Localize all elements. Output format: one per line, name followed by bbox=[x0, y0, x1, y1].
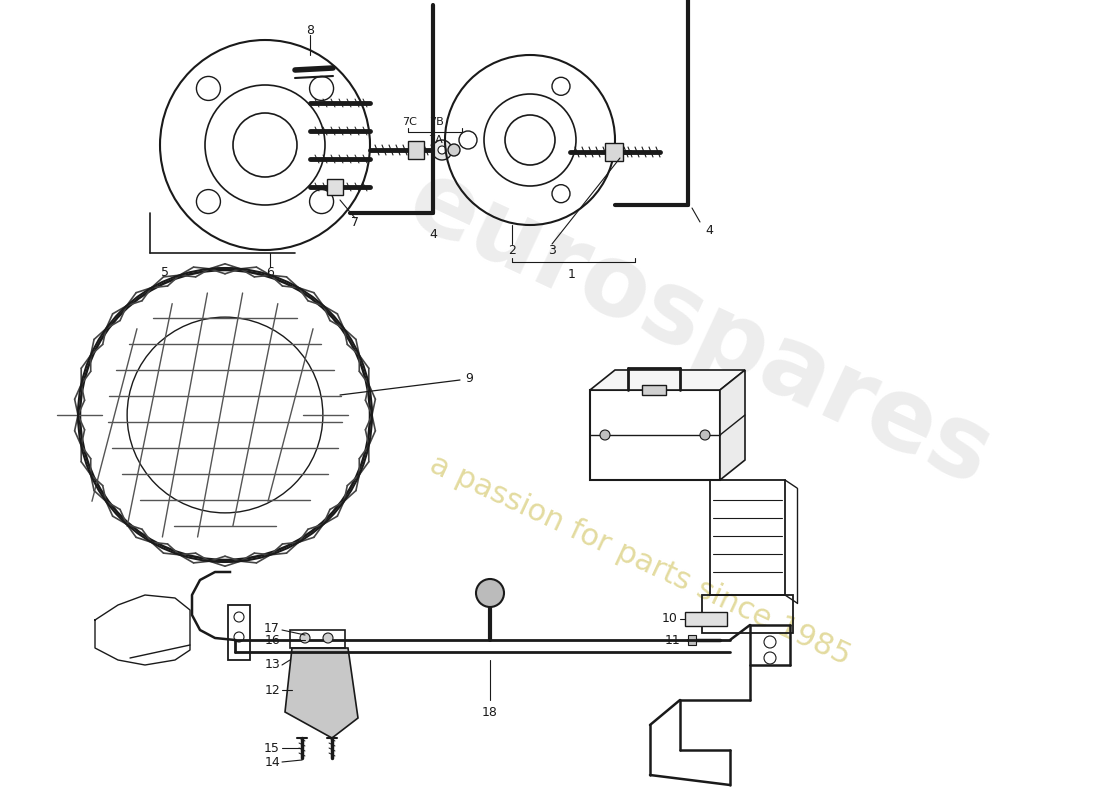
Bar bbox=[327, 179, 343, 195]
Text: 3: 3 bbox=[548, 243, 556, 257]
Bar bbox=[710, 480, 785, 595]
Text: 14: 14 bbox=[264, 755, 280, 769]
Text: 5: 5 bbox=[161, 266, 169, 279]
Circle shape bbox=[448, 144, 460, 156]
Polygon shape bbox=[720, 370, 745, 480]
Text: 12: 12 bbox=[264, 683, 280, 697]
Bar bbox=[408, 141, 424, 159]
Text: 9: 9 bbox=[465, 371, 473, 385]
Text: 18: 18 bbox=[482, 706, 498, 718]
Text: 6: 6 bbox=[266, 266, 274, 279]
Bar bbox=[702, 595, 793, 633]
Text: a passion for parts since 1985: a passion for parts since 1985 bbox=[425, 450, 855, 670]
Bar bbox=[590, 390, 720, 480]
Bar bbox=[685, 612, 727, 626]
Circle shape bbox=[476, 579, 504, 607]
Circle shape bbox=[600, 430, 610, 440]
Ellipse shape bbox=[128, 317, 323, 513]
Text: 7: 7 bbox=[351, 217, 359, 230]
Text: 16: 16 bbox=[264, 634, 280, 646]
Bar bbox=[688, 635, 696, 645]
Circle shape bbox=[432, 140, 452, 160]
Text: 8: 8 bbox=[306, 23, 313, 37]
Text: 7A: 7A bbox=[428, 135, 442, 145]
Text: 13: 13 bbox=[264, 658, 280, 671]
Circle shape bbox=[323, 633, 333, 643]
Polygon shape bbox=[285, 648, 358, 738]
Text: 7C: 7C bbox=[403, 117, 417, 127]
Text: 11: 11 bbox=[664, 634, 680, 646]
Text: 1: 1 bbox=[568, 269, 576, 282]
Text: 7B: 7B bbox=[429, 117, 443, 127]
Bar bbox=[605, 143, 623, 161]
Text: 4: 4 bbox=[429, 229, 437, 242]
Circle shape bbox=[700, 430, 710, 440]
Circle shape bbox=[438, 146, 446, 154]
Text: 17: 17 bbox=[264, 622, 280, 634]
Text: 15: 15 bbox=[264, 742, 280, 754]
Bar bbox=[290, 630, 345, 648]
Text: 2: 2 bbox=[508, 243, 516, 257]
Bar bbox=[642, 385, 666, 395]
Text: 10: 10 bbox=[662, 613, 678, 626]
Polygon shape bbox=[590, 370, 745, 390]
Ellipse shape bbox=[80, 270, 370, 560]
Text: 4: 4 bbox=[705, 223, 713, 237]
Text: eurospares: eurospares bbox=[393, 153, 1006, 507]
Bar bbox=[228, 605, 250, 660]
Circle shape bbox=[300, 633, 310, 643]
